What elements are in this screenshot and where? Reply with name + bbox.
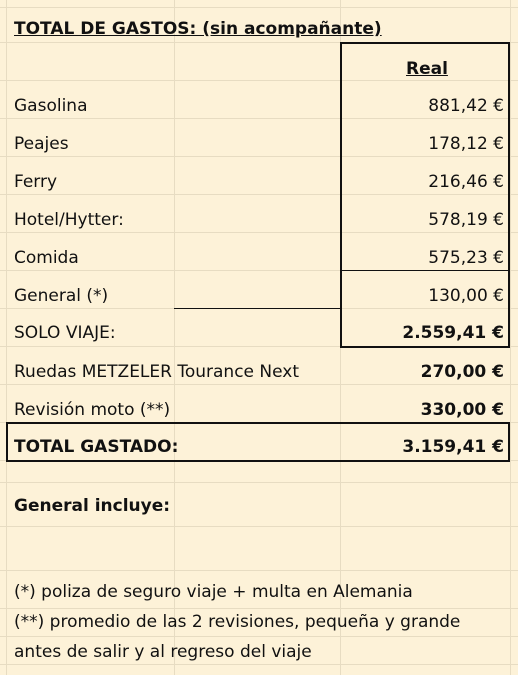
notes-line-3[interactable]: antes de salir y al regreso del viaje: [14, 642, 312, 662]
sheet-title[interactable]: TOTAL DE GASTOS: (sin acompañante): [14, 19, 382, 39]
row-value-ferry[interactable]: 216,46 €: [428, 172, 504, 192]
row-value-gasolina[interactable]: 881,42 €: [428, 96, 504, 116]
row-label-comida[interactable]: Comida: [14, 248, 79, 268]
row-label-ferry[interactable]: Ferry: [14, 172, 58, 192]
extra-label-ruedas[interactable]: Ruedas METZELER Tourance Next: [14, 362, 300, 382]
column-header-real[interactable]: Real: [406, 59, 448, 79]
total-label[interactable]: TOTAL GASTADO:: [14, 437, 179, 457]
extra-value-ruedas[interactable]: 270,00 €: [420, 362, 504, 382]
column-divider-line: [340, 270, 510, 271]
general-underline: [174, 308, 340, 309]
subtotal-label[interactable]: SOLO VIAJE:: [14, 323, 116, 343]
subtotal-value[interactable]: 2.559,41 €: [402, 323, 504, 343]
row-label-gasolina[interactable]: Gasolina: [14, 96, 88, 116]
total-value[interactable]: 3.159,41 €: [402, 437, 504, 457]
extra-label-revision[interactable]: Revisión moto (**): [14, 400, 171, 420]
extra-value-revision[interactable]: 330,00 €: [420, 400, 504, 420]
total-row-box: [6, 422, 510, 462]
notes-heading[interactable]: General incluye:: [14, 496, 171, 516]
notes-line-2[interactable]: (**) promedio de las 2 revisiones, peque…: [14, 612, 461, 632]
row-value-comida[interactable]: 575,23 €: [428, 248, 504, 268]
row-value-hotel[interactable]: 578,19 €: [428, 210, 504, 230]
row-value-peajes[interactable]: 178,12 €: [428, 134, 504, 154]
row-value-general[interactable]: 130,00 €: [428, 286, 504, 306]
row-label-peajes[interactable]: Peajes: [14, 134, 69, 154]
real-column-box: [340, 42, 510, 348]
row-label-hotel[interactable]: Hotel/Hytter:: [14, 210, 124, 230]
notes-line-1[interactable]: (*) poliza de seguro viaje + multa en Al…: [14, 582, 413, 602]
row-label-general[interactable]: General (*): [14, 286, 109, 306]
